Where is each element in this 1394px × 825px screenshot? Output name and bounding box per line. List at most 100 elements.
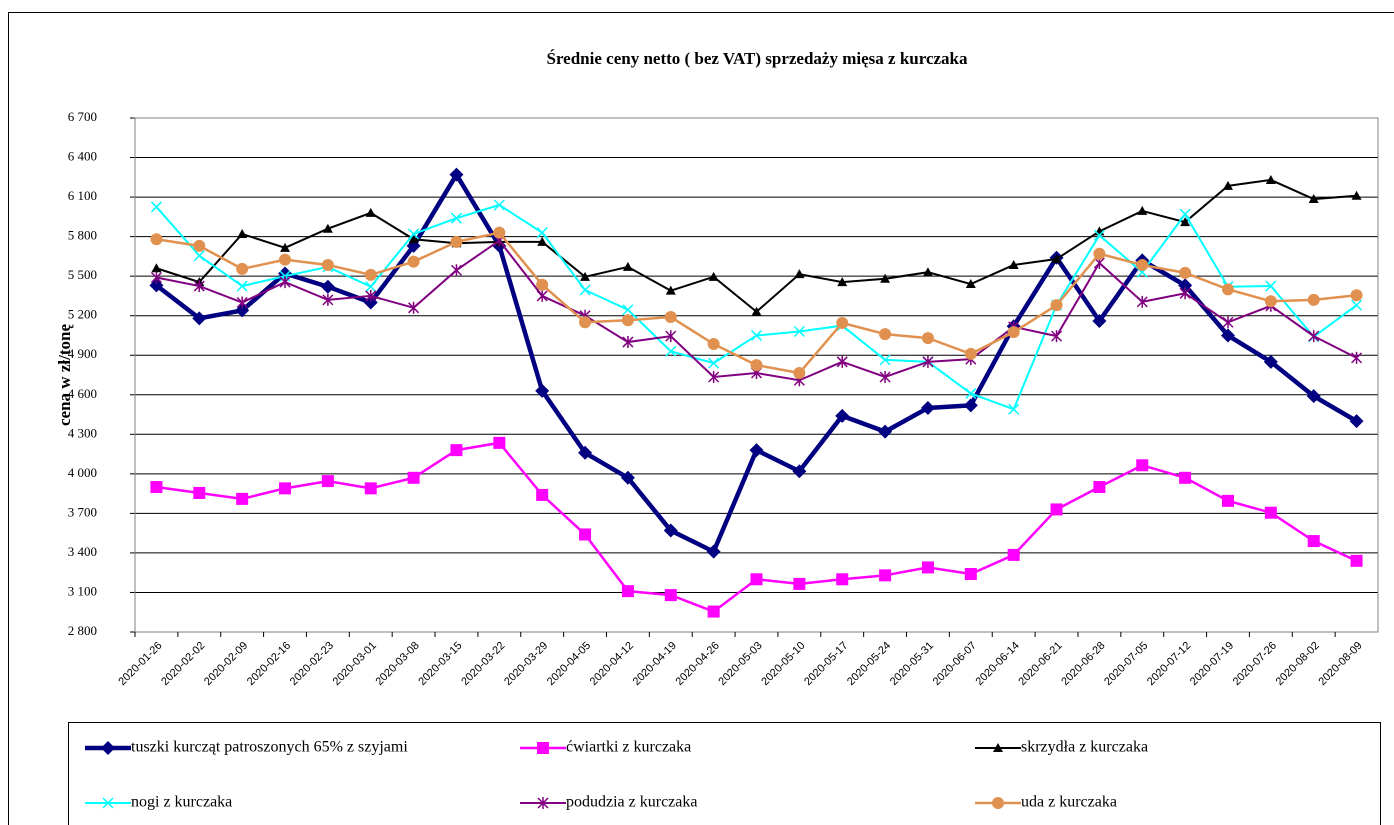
legend-label: nogi z kurczaka <box>131 794 232 811</box>
y-tick-label: 3 700 <box>68 504 97 519</box>
data-point <box>536 289 548 302</box>
data-point <box>965 279 976 289</box>
legend-label: podudzia z kurczaka <box>566 794 697 811</box>
data-point <box>1050 330 1063 343</box>
data-point <box>236 492 249 505</box>
data-point <box>364 268 377 281</box>
legend-box <box>68 722 1381 825</box>
data-point <box>150 201 162 213</box>
data-point <box>236 296 248 309</box>
data-point <box>279 482 292 495</box>
data-point <box>794 269 805 279</box>
data-point <box>1306 389 1321 404</box>
data-point <box>1180 217 1191 227</box>
data-point <box>965 387 977 399</box>
data-point <box>151 263 162 273</box>
data-point <box>1307 535 1320 548</box>
data-point <box>365 207 376 217</box>
data-point <box>150 271 162 284</box>
y-tick-label: 2 800 <box>68 623 97 638</box>
data-point <box>408 234 419 244</box>
data-point <box>193 486 206 499</box>
data-point <box>279 276 291 289</box>
data-point <box>1220 328 1235 343</box>
data-point <box>750 359 763 372</box>
data-point <box>665 330 677 343</box>
legend-label: ćwiartki z kurczaka <box>566 739 691 756</box>
data-point <box>193 239 206 252</box>
data-point <box>1307 293 1320 306</box>
data-point <box>1264 295 1277 308</box>
data-point <box>708 271 719 281</box>
chart-border <box>8 12 1394 825</box>
data-point <box>836 573 849 586</box>
data-point <box>750 329 763 341</box>
data-point <box>236 280 248 292</box>
data-point <box>1351 299 1363 311</box>
data-point <box>664 589 677 602</box>
data-point <box>921 332 934 345</box>
legend-label: skrzydła z kurczaka <box>1021 739 1148 756</box>
legend-marker <box>537 742 549 754</box>
data-point <box>1221 494 1234 507</box>
data-point <box>449 167 464 182</box>
data-point <box>878 424 893 439</box>
data-point <box>1222 316 1234 329</box>
data-point <box>150 481 163 494</box>
data-point <box>835 408 850 423</box>
data-point <box>321 258 334 271</box>
data-point <box>1308 330 1320 343</box>
data-point <box>364 482 377 495</box>
data-point <box>493 199 505 211</box>
data-point <box>879 569 892 582</box>
data-point <box>1265 174 1276 184</box>
data-point <box>1136 459 1149 472</box>
data-point <box>665 285 676 295</box>
data-point <box>579 284 591 296</box>
data-point <box>836 316 849 329</box>
data-point <box>579 528 592 541</box>
data-point <box>1136 258 1149 271</box>
y-tick-label: 4 000 <box>68 465 97 480</box>
data-point <box>622 336 634 349</box>
data-point <box>879 354 891 366</box>
data-point <box>365 289 377 302</box>
data-point <box>922 267 933 277</box>
data-point <box>920 400 935 415</box>
data-point <box>879 370 891 383</box>
data-point <box>1008 259 1019 269</box>
data-point <box>922 355 934 368</box>
data-point <box>450 264 462 277</box>
data-point <box>750 573 763 586</box>
data-point <box>664 311 677 324</box>
data-point <box>1092 313 1107 328</box>
data-point <box>836 355 848 368</box>
data-point <box>580 271 591 281</box>
data-point <box>236 262 249 275</box>
data-point <box>792 464 807 479</box>
data-point <box>751 306 762 316</box>
data-point <box>1179 208 1191 220</box>
data-point <box>749 443 764 458</box>
data-point <box>1349 414 1364 429</box>
data-point <box>663 523 678 538</box>
data-point <box>279 253 292 266</box>
y-tick-label: 4 600 <box>68 386 97 401</box>
data-point <box>493 436 506 449</box>
data-point <box>1007 326 1020 339</box>
legend-marker <box>992 797 1004 809</box>
data-point <box>964 568 977 581</box>
data-point <box>1222 180 1233 190</box>
data-point <box>408 228 420 240</box>
data-point <box>837 277 848 287</box>
data-point <box>536 488 549 501</box>
data-point <box>450 235 463 248</box>
legend-marker <box>101 741 115 755</box>
data-point <box>1093 229 1105 241</box>
data-point <box>280 242 291 252</box>
data-point <box>1179 266 1192 279</box>
y-tick-label: 5 500 <box>68 267 97 282</box>
y-tick-label: 3 100 <box>68 583 97 598</box>
data-point <box>578 445 593 460</box>
